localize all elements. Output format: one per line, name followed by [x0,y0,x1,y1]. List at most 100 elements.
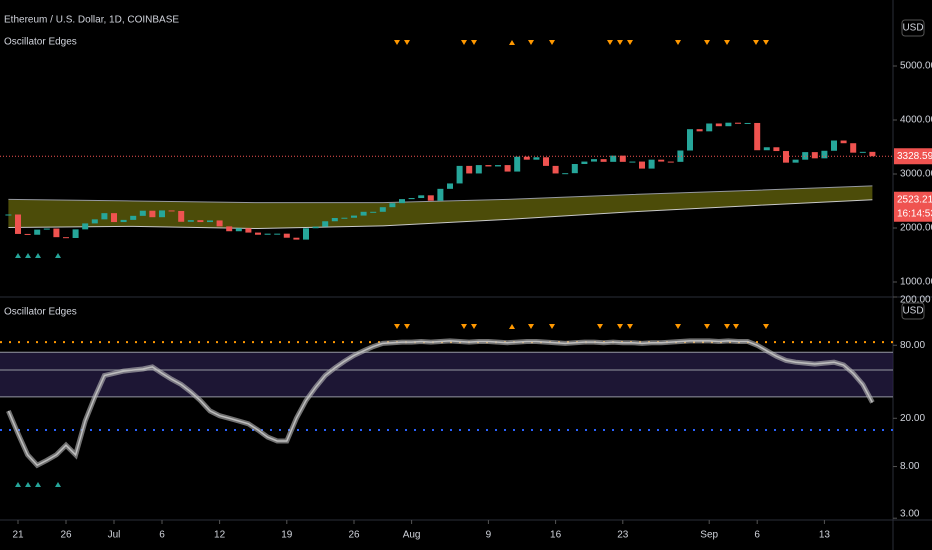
candle [869,151,876,157]
candle [840,140,847,144]
x-tick-label: 13 [819,530,831,541]
candle [274,233,281,235]
candle [552,165,559,174]
band-price-label: 2523.21 [897,194,932,205]
x-tick-label: 23 [617,530,629,541]
x-tick-label: 9 [486,530,492,541]
candle [437,188,444,201]
last-price-tag [894,148,932,165]
y-tick-label: 3000.00 [900,169,932,180]
x-tick-label: 19 [281,530,293,541]
candle [859,151,866,153]
candle [82,223,89,230]
indicator-title: Oscillator Edges [4,37,77,48]
symbol-title: Ethereum / U.S. Dollar, 1D, COINBASE [4,15,179,26]
candle [523,156,530,160]
x-tick-label: Sep [700,530,718,541]
candle [370,211,377,213]
candle [754,122,761,151]
y-tick-label: 5000.00 [900,61,932,72]
candle [53,228,60,238]
candle [43,228,50,230]
candle [447,183,453,189]
candle [101,213,108,220]
candle [514,156,521,172]
y-tick-label: 1000.00 [900,277,932,288]
candle [744,122,751,124]
candle [159,210,165,218]
candle [312,226,319,229]
candle [255,232,261,235]
y-tick-label: 80.00 [900,340,925,351]
currency-label: USD [902,23,923,34]
candle [677,150,684,162]
candle [207,220,213,223]
countdown: 16:14:53 [897,208,932,219]
y-tick-label: 200.00 [900,295,931,306]
currency-button[interactable] [901,302,925,320]
candle [264,233,271,235]
currency-button[interactable] [901,19,925,37]
candle [802,152,809,160]
candle [485,165,492,167]
candle [600,159,607,162]
candle [34,229,41,235]
candle [149,210,156,218]
x-tick-label: 26 [348,530,360,541]
candle [725,122,732,127]
candle [466,165,473,174]
candle [408,198,415,200]
band-price-tag [894,191,932,222]
candle [427,195,434,201]
candle [687,129,693,151]
candle [293,237,300,240]
candle [303,228,309,240]
candle [533,157,540,160]
x-tick-label: 16 [550,530,562,541]
candle [178,210,185,222]
candle [322,221,329,227]
y-tick-label: 20.00 [900,413,925,424]
candle [360,211,367,216]
x-tick-label: 12 [214,530,226,541]
y-tick-label: 4000.00 [900,115,932,126]
ma-upper [8,185,873,204]
candle [571,164,578,174]
candle [24,233,31,235]
candle [495,165,501,167]
ma-band [8,185,873,229]
candle [456,165,463,184]
candle [226,226,233,232]
x-tick-label: 6 [159,530,165,541]
candle [418,195,425,199]
candle [351,215,357,218]
oscillator-line [7,340,874,467]
y-tick-label: 3.00 [900,509,920,520]
candle [139,210,146,216]
x-tick-label: 6 [754,530,760,541]
candle [783,151,789,163]
candle [15,214,21,234]
y-tick-label: 8.00 [900,461,920,472]
plot: 5000.00 4000.00 3000.00 2000.00 1000.00 3328.… [0,61,932,541]
last-price-label: 3328.59 [897,151,932,162]
indicator-title: Oscillator Edges [4,307,77,318]
candle [591,159,597,162]
x-tick-label: Aug [403,530,421,541]
candle [283,233,290,238]
candle [619,155,626,162]
candle [187,220,194,222]
candle [389,203,396,208]
x-tick-label: Jul [108,530,121,541]
y-tick-label: 2000.00 [900,223,932,234]
candle [792,159,799,163]
candle [72,229,79,238]
candle [562,173,569,175]
candle [735,122,741,124]
candle [91,219,98,224]
x-tick-label: 26 [60,530,72,541]
candle [696,129,703,132]
candle [504,165,511,172]
candle [763,147,770,151]
